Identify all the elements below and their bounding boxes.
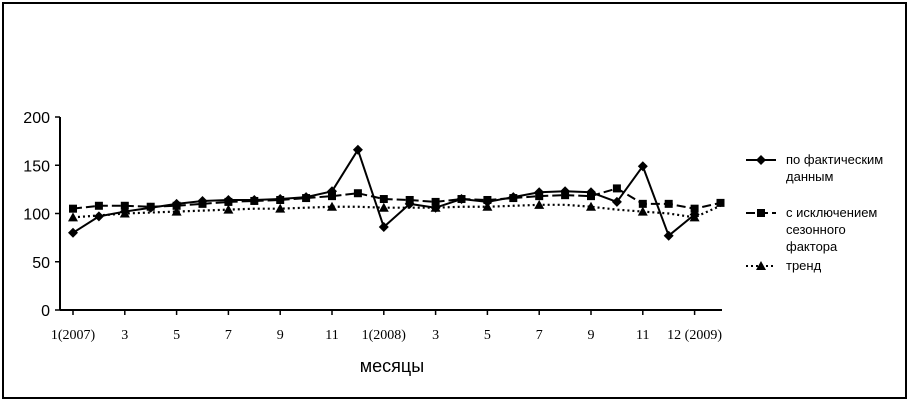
data-point-square (431, 197, 440, 206)
data-point-triangle (586, 201, 596, 211)
y-tick-label: 150 (23, 158, 50, 175)
x-tick-label: 5 (173, 328, 180, 343)
y-tick-labels: 0 50 100 150 200 (23, 110, 50, 320)
data-point-diamond (145, 202, 156, 213)
data-point-triangle (327, 201, 337, 211)
data-point-diamond (534, 187, 545, 198)
x-tick-label: 11 (325, 328, 338, 343)
legend-marker (756, 155, 766, 165)
data-point-square (664, 199, 673, 208)
chart-axes (55, 116, 722, 315)
data-point-triangle (223, 204, 234, 214)
y-tick-label: 200 (23, 110, 50, 127)
y-tick-label: 100 (23, 207, 50, 224)
legend-item: по фактическим данным (746, 152, 883, 184)
legend-label: по фактическим (786, 152, 883, 167)
legend-label: с исключением (786, 205, 877, 220)
data-point-diamond (327, 186, 337, 197)
data-point-diamond (301, 192, 312, 203)
legend-label: данным (786, 169, 834, 184)
data-point-diamond (508, 192, 519, 203)
data-point-diamond (482, 196, 493, 207)
series-group (68, 144, 725, 241)
data-point-diamond (171, 198, 182, 209)
data-point-square (353, 189, 362, 198)
x-tick-label: 1(2008) (362, 328, 407, 343)
data-point-diamond (611, 196, 622, 207)
x-tick-label: 9 (277, 328, 284, 343)
data-point-triangle (534, 199, 545, 209)
x-tick-labels: 1(2007) 3 5 7 9 11 1(2008) 3 5 7 9 11 12 (2009) (51, 328, 723, 343)
x-tick-label: 12 (2009) (667, 328, 722, 343)
x-tick-label: 7 (536, 328, 543, 343)
data-point-diamond (197, 195, 208, 206)
legend-item: тренд (746, 258, 822, 273)
data-point-square (69, 204, 77, 213)
y-tick-label: 0 (41, 303, 50, 320)
x-tick-label: 9 (588, 328, 595, 343)
data-point-diamond (249, 194, 260, 205)
series-line (72, 203, 721, 219)
data-point-triangle (68, 212, 78, 222)
legend-item: с исключением сезонного фактора (746, 205, 877, 254)
data-point-diamond (637, 161, 648, 172)
legend: по фактическим данным с исключением сезонно… (746, 152, 883, 273)
data-point-triangle (378, 202, 389, 212)
data-point-square (120, 201, 129, 210)
x-axis-label: месяцы (360, 356, 424, 376)
data-point-diamond (456, 194, 467, 205)
data-point-square (94, 201, 103, 210)
series-solid (68, 144, 700, 241)
legend-label: сезонного (786, 222, 846, 237)
data-point-square (612, 184, 621, 193)
x-tick-label: 11 (636, 328, 649, 343)
data-point-diamond (352, 144, 363, 155)
legend-marker (756, 261, 766, 270)
data-point-triangle (637, 206, 648, 216)
legend-marker (757, 209, 765, 217)
data-point-square (379, 195, 388, 204)
data-point-triangle (171, 206, 182, 216)
data-point-diamond (560, 186, 571, 197)
data-point-diamond (404, 198, 415, 209)
data-point-diamond (689, 209, 700, 220)
series-line (72, 187, 721, 210)
x-tick-label: 3 (121, 328, 128, 343)
x-tick-label: 7 (225, 328, 232, 343)
x-tick-label: 1(2007) (51, 328, 96, 343)
legend-label: фактора (786, 239, 838, 254)
data-point-diamond (586, 187, 596, 198)
x-tick-label: 3 (432, 328, 439, 343)
data-point-diamond (430, 202, 441, 213)
data-point-diamond (223, 194, 234, 205)
data-point-triangle (275, 203, 286, 213)
y-tick-label: 50 (32, 255, 50, 272)
data-point-square (716, 198, 725, 207)
legend-label: тренд (786, 258, 822, 273)
data-point-diamond (68, 227, 78, 238)
data-point-square (690, 204, 699, 213)
x-tick-label: 5 (484, 328, 491, 343)
data-point-diamond (378, 222, 389, 233)
data-point-square (638, 199, 647, 208)
data-point-diamond (275, 194, 286, 205)
data-point-diamond (119, 206, 130, 217)
data-point-diamond (93, 211, 104, 222)
data-point-diamond (663, 230, 674, 241)
